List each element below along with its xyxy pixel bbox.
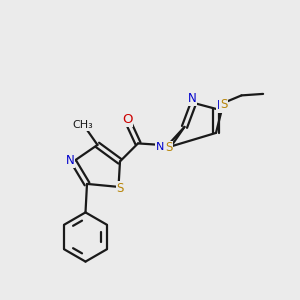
Text: O: O	[122, 113, 133, 126]
Text: N: N	[217, 99, 226, 112]
Text: S: S	[220, 98, 227, 111]
Text: N: N	[65, 154, 74, 167]
Text: N: N	[188, 92, 196, 105]
Text: CH₃: CH₃	[72, 120, 93, 130]
Text: S: S	[165, 141, 172, 154]
Text: S: S	[116, 182, 124, 195]
Text: NH: NH	[156, 142, 172, 152]
